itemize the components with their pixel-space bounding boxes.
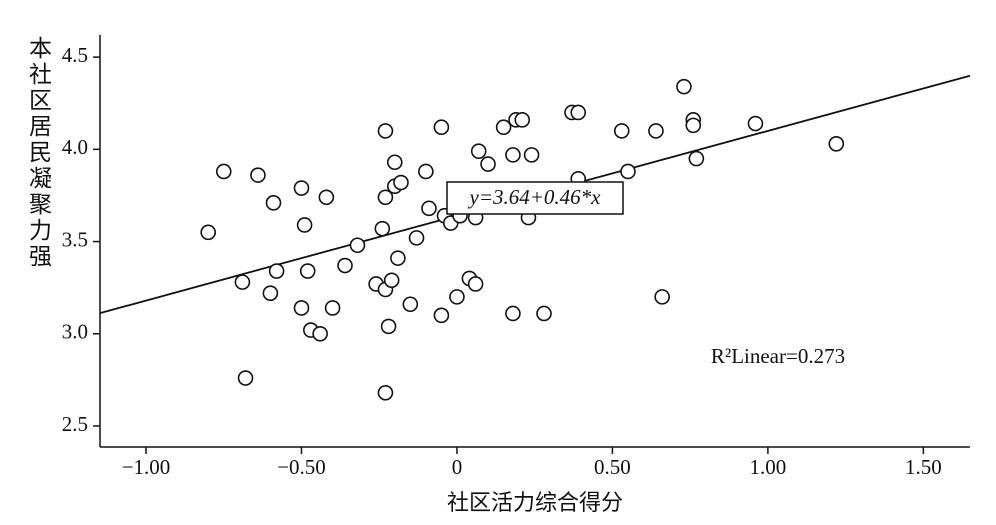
point <box>377 123 394 139</box>
point <box>408 230 425 246</box>
y-axis-label: 本社区居民凝聚力强 <box>26 36 53 270</box>
point <box>514 112 531 128</box>
x-tick-label: 0.50 <box>594 455 631 479</box>
point <box>293 180 310 196</box>
point <box>467 276 484 292</box>
point <box>688 150 705 167</box>
point <box>318 189 335 206</box>
y-tick-label: 2.5 <box>62 412 88 436</box>
point <box>337 257 353 274</box>
x-tick-label: −0.50 <box>277 455 326 479</box>
point <box>324 300 341 316</box>
point <box>296 217 313 233</box>
point <box>828 136 845 152</box>
x-axis-label: 社区活力综合得分 <box>447 490 623 515</box>
point <box>654 289 670 305</box>
point <box>685 117 702 134</box>
point <box>383 272 400 289</box>
point <box>262 285 279 301</box>
point <box>433 307 450 324</box>
point <box>386 154 403 171</box>
point <box>421 200 437 217</box>
point <box>505 305 521 322</box>
point <box>349 237 366 254</box>
point <box>570 104 587 121</box>
point <box>390 250 406 266</box>
point <box>265 195 282 211</box>
point <box>377 189 394 206</box>
point <box>449 289 465 305</box>
point <box>613 123 630 139</box>
point <box>377 384 394 401</box>
point <box>495 119 512 136</box>
point <box>268 263 285 279</box>
point <box>676 78 692 95</box>
point <box>747 115 764 132</box>
point <box>470 143 487 159</box>
y-tick-label: 4.0 <box>62 135 88 159</box>
x-tick-label: 1.50 <box>905 455 942 479</box>
point <box>418 163 434 180</box>
x-tick-label: −1.00 <box>122 455 171 479</box>
point <box>234 274 251 290</box>
y-tick-label: 3.0 <box>62 320 88 344</box>
y-tick-label: 4.5 <box>62 43 88 67</box>
point <box>393 174 409 191</box>
point <box>536 305 552 322</box>
point <box>480 156 496 172</box>
point <box>620 163 636 180</box>
point <box>200 224 217 241</box>
point <box>250 167 266 183</box>
x-tick-label: 1.00 <box>750 455 787 479</box>
r2-label: R²Linear=0.273 <box>711 344 845 368</box>
point <box>293 300 310 316</box>
point <box>374 220 391 237</box>
x-tick-label: 0 <box>452 455 463 479</box>
point <box>433 119 450 136</box>
point <box>312 325 328 342</box>
annotation: y=3.64+0.46*x <box>468 185 602 209</box>
point <box>380 318 397 335</box>
point <box>505 147 521 163</box>
y-tick-label: 3.5 <box>62 227 88 251</box>
point <box>215 163 232 180</box>
point <box>648 123 664 139</box>
point <box>523 147 540 163</box>
point <box>237 370 254 386</box>
point <box>402 296 419 313</box>
annotation-box <box>446 181 624 215</box>
point <box>299 263 316 279</box>
